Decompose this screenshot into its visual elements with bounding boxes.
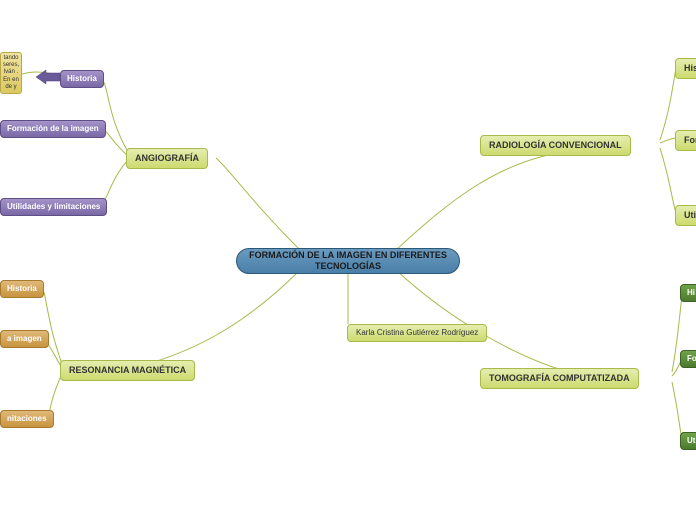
leaf-label: Ut (687, 436, 695, 446)
leaf-label: Hi (687, 288, 695, 298)
branch-label: RADIOLOGÍA CONVENCIONAL (489, 140, 622, 151)
leaf-label: Formación de la imagen (7, 124, 99, 134)
branch-angiografia: ANGIOGRAFÍA (126, 148, 208, 169)
branch-tomografia: TOMOGRAFÍA COMPUTATIZADA (480, 368, 639, 389)
leaf-radio-utilidades: Util (675, 205, 696, 226)
branch-label: TOMOGRAFÍA COMPUTATIZADA (489, 373, 630, 384)
branch-radiologia: RADIOLOGÍA CONVENCIONAL (480, 135, 631, 156)
branch-label: ANGIOGRAFÍA (135, 153, 199, 164)
author-node: Karla Cristina Gutiérrez Rodríguez (347, 324, 487, 342)
leaf-reso-historia: Historia (0, 280, 44, 298)
leaf-label: nitaciones (7, 414, 47, 424)
leaf-tomo-formacion: Fo (680, 350, 696, 368)
leaf-label: Hist (684, 63, 696, 74)
root-label: FORMACIÓN DE LA IMAGEN EN DIFERENTES TEC… (249, 250, 447, 272)
leaf-reso-imagen: a imagen (0, 330, 49, 348)
leaf-label: Historia (7, 284, 37, 294)
leaf-reso-limitaciones: nitaciones (0, 410, 54, 428)
leaf-label: a imagen (7, 334, 42, 344)
leaf-label: Util (684, 210, 696, 221)
arrow-icon (36, 68, 60, 86)
leaf-label: Fo (687, 354, 696, 364)
leaf-label: Historia (67, 74, 97, 84)
root-node: FORMACIÓN DE LA IMAGEN EN DIFERENTES TEC… (236, 248, 460, 274)
leaf-angio-utilidades: Utilidades y limitaciones (0, 198, 107, 216)
author-label: Karla Cristina Gutiérrez Rodríguez (356, 328, 478, 338)
branch-resonancia: RESONANCIA MAGNÉTICA (60, 360, 195, 381)
leaf-radio-historia: Hist (675, 58, 696, 79)
leaf-radio-formacion: For (675, 130, 696, 151)
leaf-tomo-utilidades: Ut (680, 432, 696, 450)
branch-label: RESONANCIA MAGNÉTICA (69, 365, 186, 376)
leaf-angio-historia: Historia (60, 70, 104, 88)
leaf-label: For (684, 135, 696, 146)
leaf-label: Utilidades y limitaciones (7, 202, 100, 212)
leaf-label: tando seres, lván . En en de y (3, 55, 19, 91)
leaf-angio-formacion: Formación de la imagen (0, 120, 106, 138)
leaf-angio-note: tando seres, lván . En en de y (0, 52, 22, 94)
leaf-tomo-historia: Hi (680, 284, 696, 302)
